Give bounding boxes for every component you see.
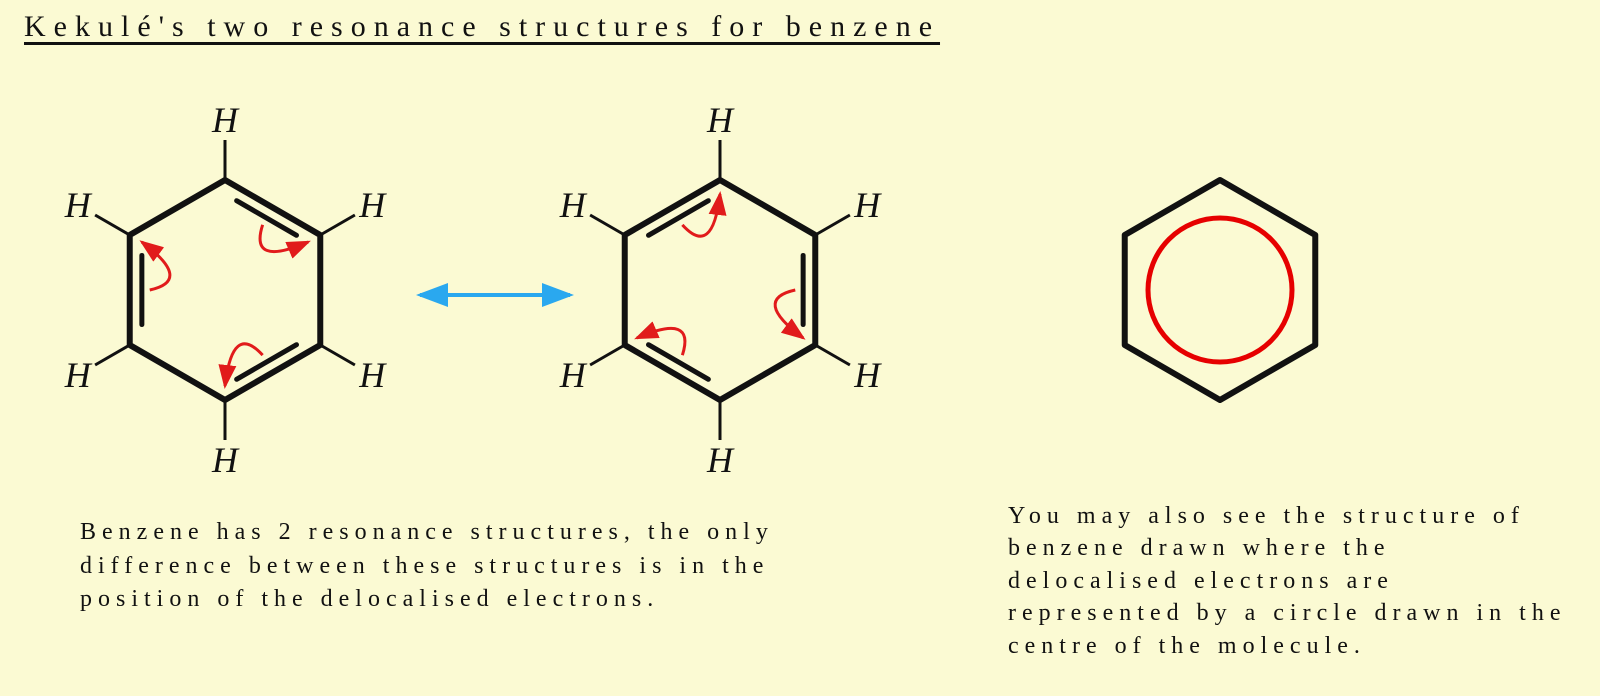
hydrogen-label: H [211,100,240,140]
benzene-structure-a: H H H H H H [64,100,387,480]
hydrogen-label: H [559,355,588,395]
hexagon-ring [1125,180,1316,400]
hydrogen-label: H [706,100,735,140]
ch-bond [320,345,355,365]
curly-arrow [142,242,170,290]
hydrogen-label: H [853,355,882,395]
ch-bond [320,215,355,235]
hydrogen-label: H [559,185,588,225]
ch-bond [590,215,625,235]
caption-resonance: Benzene has 2 resonance structures, the … [80,516,900,617]
benzene-structure-b: H H H H H H [559,100,882,480]
hydrogen-label: H [211,440,240,480]
hydrogen-label: H [358,355,387,395]
delocalised-circle [1148,218,1292,362]
hydrogen-label: H [706,440,735,480]
hexagon-ring [130,180,321,400]
page-title: Kekulé's two resonance structures for be… [24,10,940,44]
caption-circle-notation: You may also see the structure of benzen… [1008,500,1568,662]
hydrogen-label: H [358,185,387,225]
hydrogen-label: H [64,355,93,395]
hydrogen-label: H [64,185,93,225]
ch-bond [815,345,850,365]
hydrogen-label: H [853,185,882,225]
ch-bond [590,345,625,365]
ch-bond [815,215,850,235]
benzene-structure-circle [1125,180,1316,400]
curly-arrow [775,290,803,338]
ch-bond [95,345,130,365]
ch-bond [95,215,130,235]
hexagon-ring [625,180,816,400]
